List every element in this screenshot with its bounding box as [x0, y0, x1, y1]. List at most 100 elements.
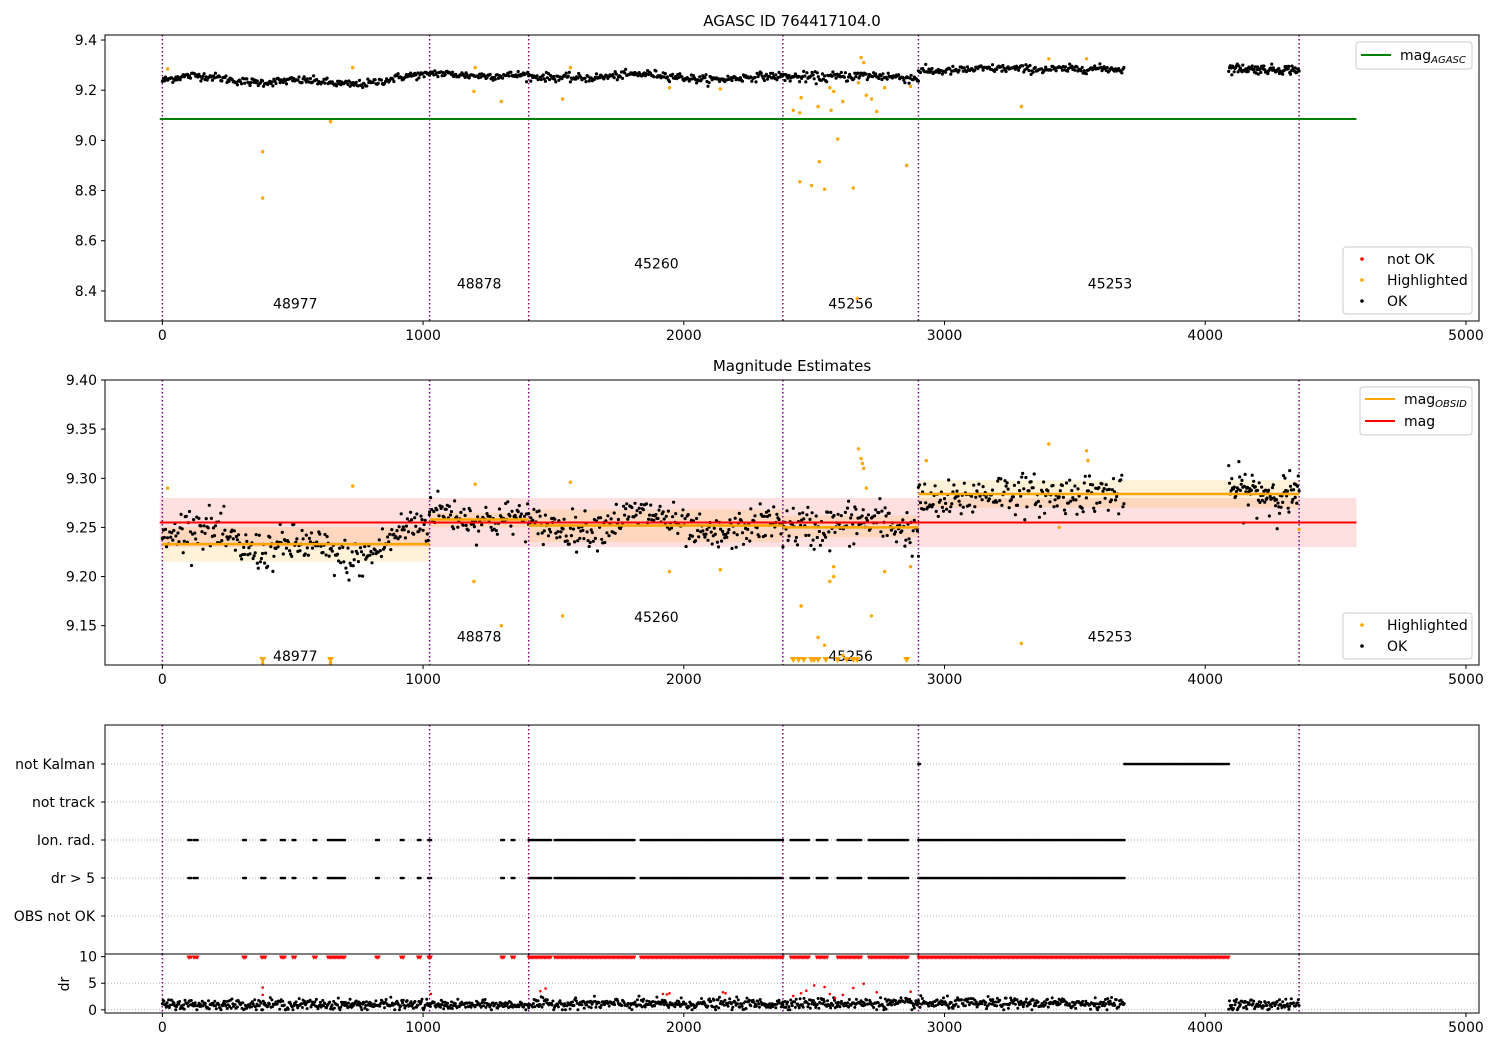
ok-point — [1106, 508, 1110, 512]
ok-point — [280, 530, 284, 535]
ok-point — [757, 535, 761, 539]
dr-point — [1113, 1003, 1117, 1007]
ok-point — [710, 542, 714, 546]
dr-point — [542, 1002, 545, 1006]
ok-point — [658, 504, 662, 508]
ok-point — [798, 512, 802, 516]
ok-point — [1276, 501, 1280, 505]
dr-point — [494, 1001, 498, 1005]
dr-point — [422, 1006, 426, 1010]
ok-point — [1274, 504, 1278, 508]
agasc-plot-area: 0 1000 2000 3000 4000 50008.48.68.89.09.29.44… — [75, 33, 1484, 344]
ok-point — [371, 552, 375, 556]
flag-point — [314, 838, 318, 842]
ok-point — [347, 79, 351, 83]
ok-point — [1238, 488, 1242, 492]
dr-point — [574, 996, 578, 1000]
highlighted-point — [856, 81, 861, 85]
dr-point — [304, 1001, 308, 1005]
dr-point — [651, 1000, 655, 1003]
ok-point — [623, 513, 627, 517]
ok-point — [1073, 68, 1077, 72]
dr-point — [348, 997, 352, 1001]
ok-point — [584, 80, 588, 84]
ok-point — [346, 546, 350, 550]
dr-not-ok-point — [875, 991, 878, 994]
obsid-label: 48878 — [457, 629, 502, 645]
ok-point — [1259, 70, 1263, 74]
ok-point — [998, 499, 1002, 503]
ok-point — [674, 511, 678, 516]
ok-point — [1256, 498, 1260, 502]
highlighted-point — [472, 89, 476, 94]
dr-point — [653, 1004, 657, 1008]
ok-point — [1281, 500, 1285, 504]
dr-clipped-marker — [501, 955, 506, 960]
ok-point — [881, 72, 885, 76]
ok-point — [382, 545, 387, 550]
ok-point — [633, 501, 637, 505]
ok-point — [429, 496, 433, 500]
dr-point — [527, 1006, 531, 1010]
ok-point — [163, 527, 168, 532]
dr-point — [339, 1005, 343, 1009]
dr-point — [882, 1008, 886, 1012]
dr-point — [464, 1005, 468, 1009]
dr-point — [230, 997, 234, 1001]
flag-point — [633, 838, 636, 842]
ok-point — [944, 501, 948, 505]
ok-point — [917, 483, 922, 487]
ok-point — [336, 552, 340, 556]
ok-point — [398, 535, 402, 539]
dr-point — [790, 1004, 794, 1008]
ok-point — [1256, 65, 1260, 69]
ok-point — [1087, 474, 1092, 478]
ok-point — [1260, 485, 1264, 489]
dr-point — [1110, 996, 1114, 999]
highlighted-point — [560, 97, 565, 101]
highlighted-point — [799, 604, 803, 608]
ok-point — [1024, 63, 1028, 67]
ok-point — [693, 539, 698, 543]
dr-point — [1081, 999, 1085, 1003]
dr-point — [1252, 999, 1256, 1003]
ok-point — [1051, 483, 1055, 488]
x-tick-label: 4000 — [1187, 328, 1223, 344]
ok-point — [901, 518, 905, 522]
dr-point — [625, 1004, 629, 1008]
ok-point — [171, 80, 175, 84]
ok-point — [587, 544, 591, 549]
dr-clipped-marker — [376, 955, 381, 960]
ok-point — [750, 531, 754, 535]
highlighted-point — [261, 196, 265, 200]
dr-point — [733, 1000, 737, 1004]
ok-point — [763, 533, 768, 538]
dr-point — [712, 998, 716, 1002]
legend-label: mag — [1404, 414, 1435, 430]
dr-point — [448, 1006, 452, 1010]
dr-point — [714, 1004, 718, 1008]
ok-point — [493, 77, 497, 81]
ok-point — [392, 79, 396, 84]
highlighted-point — [718, 87, 722, 91]
dr-point — [678, 1002, 682, 1006]
ok-point — [1043, 511, 1047, 515]
dr-point — [257, 1004, 261, 1008]
ok-point — [1048, 500, 1052, 504]
ok-point — [227, 79, 231, 83]
legend-marker — [1360, 257, 1364, 261]
highlighted-point — [261, 150, 265, 154]
highlighted-point — [1057, 525, 1061, 530]
ok-point — [292, 522, 296, 527]
ok-point — [801, 511, 805, 515]
dr-clipped-marker — [632, 955, 637, 960]
ok-point — [397, 525, 401, 529]
dr-point — [270, 998, 274, 1002]
highlighted-point — [799, 96, 803, 100]
dr-point — [1292, 1001, 1296, 1005]
highlighted-point — [261, 661, 265, 665]
ok-point — [1249, 488, 1253, 492]
ok-point — [257, 533, 261, 537]
ok-point — [849, 516, 853, 520]
ok-point — [745, 536, 749, 541]
